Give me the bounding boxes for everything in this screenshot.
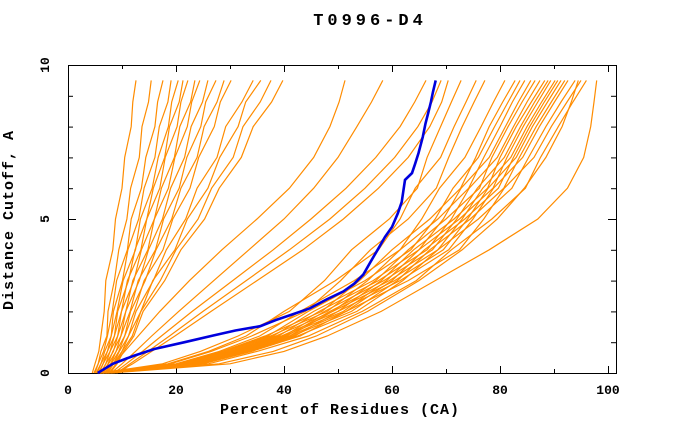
model-curve [102, 80, 209, 374]
model-curve [99, 80, 559, 374]
model-curve [101, 80, 587, 374]
model-curve [106, 80, 254, 374]
x-tick-label: 60 [384, 383, 400, 398]
model-curve [116, 80, 449, 374]
y-tick-label: 0 [38, 369, 53, 377]
model-curve [105, 80, 346, 374]
x-tick-label: 0 [64, 383, 72, 398]
model-curve [109, 80, 284, 374]
model-curve [105, 80, 521, 374]
x-tick-label: 20 [168, 383, 184, 398]
model-curve [100, 80, 569, 374]
model-curve [99, 80, 526, 374]
model-curve [97, 80, 184, 374]
y-tick-label: 5 [38, 215, 53, 223]
model-curve [93, 80, 152, 374]
model-curve [111, 80, 598, 374]
model-curve [108, 80, 579, 374]
highlight-curve [97, 80, 437, 375]
model-curve [100, 80, 462, 374]
model-curve [103, 80, 576, 374]
x-tick-label: 80 [492, 383, 508, 398]
chart-title: T0996-D4 [313, 12, 427, 31]
model-curve [91, 80, 137, 374]
y-axis-label: Distance Cutoff, A [1, 129, 18, 311]
model-curve [106, 80, 582, 374]
x-axis-label: Percent of Residues (CA) [219, 402, 461, 419]
model-curve [100, 80, 549, 374]
model-curve [103, 80, 552, 374]
model-curve [104, 80, 225, 374]
model-curve [110, 80, 384, 374]
model-curve [107, 80, 541, 374]
model-curve [95, 80, 172, 374]
x-tick-label: 100 [596, 383, 620, 398]
model-curve [99, 80, 196, 374]
model-curve [97, 80, 486, 374]
model-curve [108, 80, 272, 374]
model-curve [103, 80, 516, 374]
x-tick-label: 40 [276, 383, 292, 398]
model-curve [102, 80, 562, 374]
model-curve [113, 80, 427, 374]
y-tick-label: 10 [38, 57, 53, 73]
